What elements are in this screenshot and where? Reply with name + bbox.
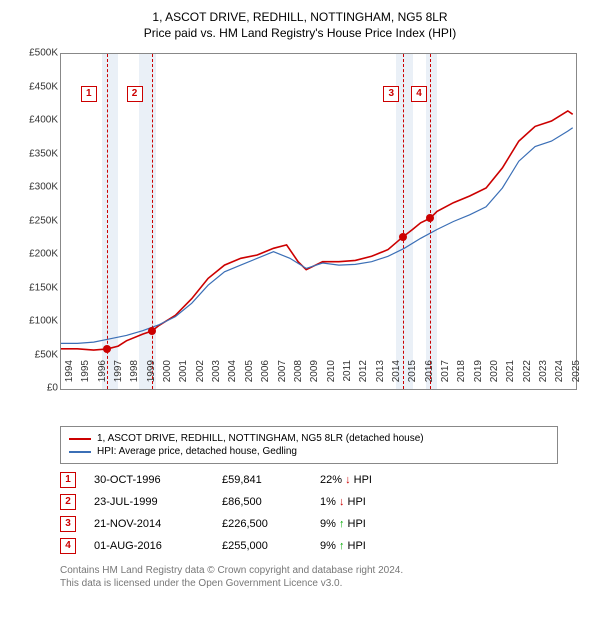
- x-tick-label: 2012: [358, 360, 369, 390]
- x-tick-label: 2002: [195, 360, 206, 390]
- sale-row: 4 01-AUG-2016 £255,000 9% ↑ HPI: [60, 538, 590, 554]
- sale-marker-ref: 1: [60, 472, 76, 488]
- x-tick-label: 2006: [260, 360, 271, 390]
- sale-row: 3 21-NOV-2014 £226,500 9% ↑ HPI: [60, 516, 590, 532]
- y-tick-label: £100K: [29, 316, 58, 327]
- x-tick-label: 2000: [162, 360, 173, 390]
- x-tick-label: 2023: [538, 360, 549, 390]
- x-tick-label: 2024: [554, 360, 565, 390]
- delta-arrow-icon: ↑: [339, 518, 345, 530]
- x-tick-label: 2014: [391, 360, 402, 390]
- chart-title: 1, ASCOT DRIVE, REDHILL, NOTTINGHAM, NG5…: [10, 10, 590, 24]
- x-tick-label: 2025: [571, 360, 582, 390]
- y-tick-label: £200K: [29, 249, 58, 260]
- legend-label: 1, ASCOT DRIVE, REDHILL, NOTTINGHAM, NG5…: [97, 433, 424, 444]
- sale-marker-2: 2: [127, 86, 143, 102]
- sale-marker-ref: 3: [60, 516, 76, 532]
- x-tick-label: 2001: [178, 360, 189, 390]
- sale-date: 30-OCT-1996: [94, 474, 204, 486]
- y-tick-label: £250K: [29, 215, 58, 226]
- x-tick-label: 2010: [326, 360, 337, 390]
- x-tick-label: 2015: [407, 360, 418, 390]
- x-tick-label: 1997: [113, 360, 124, 390]
- sale-dot: [103, 345, 111, 353]
- y-tick-label: £400K: [29, 115, 58, 126]
- sale-vline: [107, 54, 108, 389]
- sale-marker-ref: 4: [60, 538, 76, 554]
- sale-vline: [403, 54, 404, 389]
- x-tick-label: 1999: [146, 360, 157, 390]
- x-tick-label: 2020: [489, 360, 500, 390]
- y-tick-label: £300K: [29, 182, 58, 193]
- legend-swatch: [69, 438, 91, 440]
- sale-dot: [399, 233, 407, 241]
- x-tick-label: 2009: [309, 360, 320, 390]
- footer-line-2: This data is licensed under the Open Gov…: [60, 577, 590, 590]
- x-tick-label: 2018: [456, 360, 467, 390]
- y-tick-label: £450K: [29, 81, 58, 92]
- sale-delta: 1% ↓ HPI: [320, 496, 410, 508]
- legend-item: 1, ASCOT DRIVE, REDHILL, NOTTINGHAM, NG5…: [69, 433, 549, 444]
- sale-price: £59,841: [222, 474, 302, 486]
- x-tick-label: 2013: [375, 360, 386, 390]
- sale-price: £255,000: [222, 540, 302, 552]
- sale-dot: [426, 214, 434, 222]
- x-tick-label: 1998: [129, 360, 140, 390]
- x-tick-label: 1996: [97, 360, 108, 390]
- sale-delta: 9% ↑ HPI: [320, 540, 410, 552]
- footer-line-1: Contains HM Land Registry data © Crown c…: [60, 564, 590, 577]
- sale-delta: 22% ↓ HPI: [320, 474, 410, 486]
- x-tick-label: 2005: [244, 360, 255, 390]
- y-tick-label: £50K: [35, 349, 58, 360]
- x-tick-label: 1995: [80, 360, 91, 390]
- x-tick-label: 2021: [505, 360, 516, 390]
- sale-delta: 9% ↑ HPI: [320, 518, 410, 530]
- delta-arrow-icon: ↓: [345, 474, 351, 486]
- y-tick-label: £0: [47, 383, 58, 394]
- chart-subtitle: Price paid vs. HM Land Registry's House …: [10, 26, 590, 40]
- x-tick-label: 2019: [473, 360, 484, 390]
- footer-attribution: Contains HM Land Registry data © Crown c…: [60, 564, 590, 590]
- delta-arrow-icon: ↓: [339, 496, 345, 508]
- legend-label: HPI: Average price, detached house, Gedl…: [97, 446, 297, 457]
- sale-date: 21-NOV-2014: [94, 518, 204, 530]
- sale-marker-4: 4: [411, 86, 427, 102]
- legend-swatch: [69, 451, 91, 453]
- plot-region: [60, 53, 577, 390]
- x-tick-label: 2003: [211, 360, 222, 390]
- sale-marker-1: 1: [81, 86, 97, 102]
- y-tick-label: £500K: [29, 48, 58, 59]
- y-tick-label: £150K: [29, 282, 58, 293]
- sale-vline: [152, 54, 153, 389]
- legend-item: HPI: Average price, detached house, Gedl…: [69, 446, 549, 457]
- y-tick-label: £350K: [29, 148, 58, 159]
- delta-arrow-icon: ↑: [339, 540, 345, 552]
- x-tick-label: 2022: [522, 360, 533, 390]
- sale-dot: [148, 327, 156, 335]
- x-tick-label: 2004: [227, 360, 238, 390]
- sale-row: 2 23-JUL-1999 £86,500 1% ↓ HPI: [60, 494, 590, 510]
- line-series-svg: [61, 54, 576, 389]
- x-tick-label: 1994: [64, 360, 75, 390]
- x-tick-label: 2008: [293, 360, 304, 390]
- sale-date: 23-JUL-1999: [94, 496, 204, 508]
- sale-row: 1 30-OCT-1996 £59,841 22% ↓ HPI: [60, 472, 590, 488]
- sale-date: 01-AUG-2016: [94, 540, 204, 552]
- legend: 1, ASCOT DRIVE, REDHILL, NOTTINGHAM, NG5…: [60, 426, 558, 464]
- sales-table: 1 30-OCT-1996 £59,841 22% ↓ HPI 2 23-JUL-1999…: [60, 472, 590, 554]
- chart-area: £0 £50K £100K £150K £200K £250K £300K £350K £400…: [20, 48, 580, 418]
- x-tick-label: 2016: [424, 360, 435, 390]
- sale-marker-3: 3: [383, 86, 399, 102]
- series-hpi: [61, 128, 573, 344]
- series-property: [61, 111, 573, 350]
- sale-price: £226,500: [222, 518, 302, 530]
- x-tick-label: 2011: [342, 360, 353, 390]
- sale-marker-ref: 2: [60, 494, 76, 510]
- x-tick-label: 2017: [440, 360, 451, 390]
- x-tick-label: 2007: [277, 360, 288, 390]
- sale-price: £86,500: [222, 496, 302, 508]
